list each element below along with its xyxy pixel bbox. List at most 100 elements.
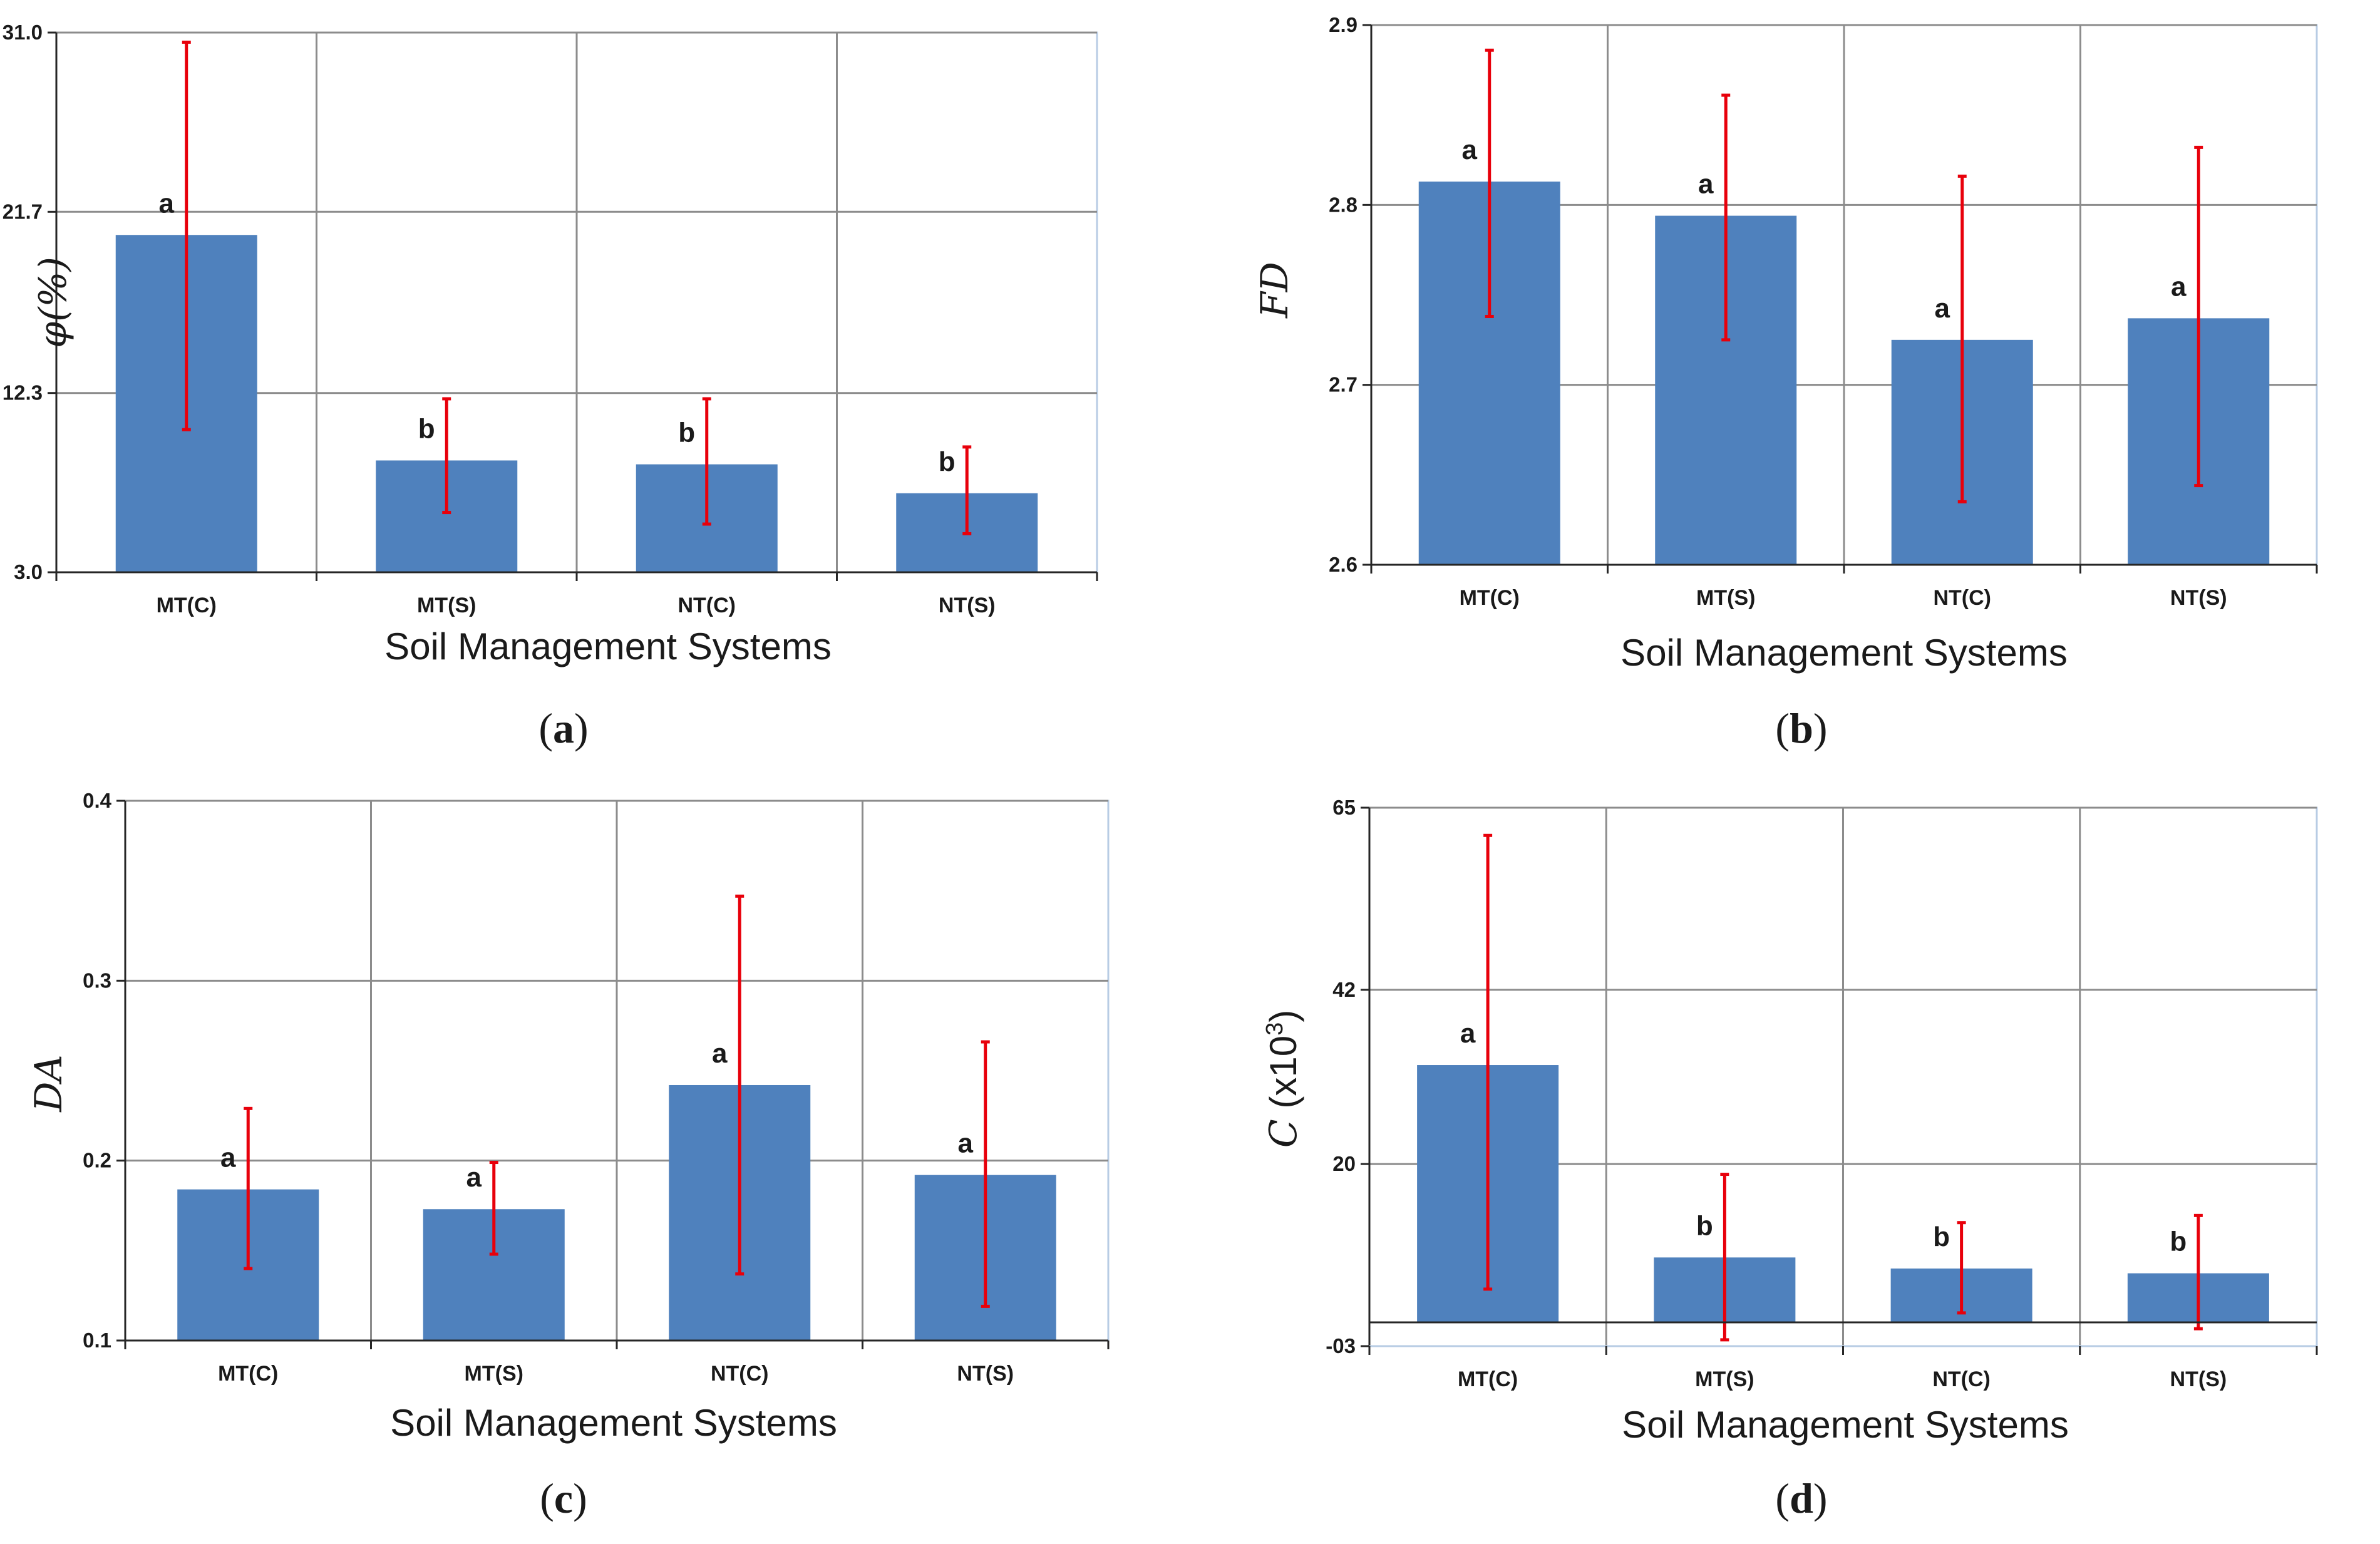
y-tick-labels: 0.1 0.2 0.3 0.4 bbox=[83, 789, 112, 1352]
error-bar-MT(C) bbox=[1485, 48, 1494, 318]
y-tick-label: 0.4 bbox=[83, 789, 112, 812]
significance-letter: b bbox=[418, 413, 435, 444]
x-tick-label: NT(C) bbox=[677, 594, 736, 617]
chart-panel-b: 2.6 2.7 2.8 2.9 MT(C) MT(S) NT(C) NT(S) a a a a S… bbox=[1253, 13, 2318, 752]
axis-lines bbox=[48, 31, 1098, 581]
y-tick-label: 31.0 bbox=[3, 21, 43, 44]
x-tick-label: MT(C) bbox=[218, 1362, 278, 1386]
x-axis-label: Soil Management Systems bbox=[1620, 632, 2068, 674]
error-bar-MT(C) bbox=[182, 40, 191, 431]
significance-letter: a bbox=[220, 1143, 236, 1173]
error-bar-NT(S) bbox=[981, 1040, 990, 1308]
significance-letter: b bbox=[2170, 1227, 2187, 1257]
y-tick-label: 2.6 bbox=[1329, 553, 1357, 576]
y-tick-labels: 3.0 12.3 21.7 31.0 bbox=[3, 21, 43, 584]
y-axis-label: φ(%) bbox=[31, 257, 75, 348]
error-bar-MT(C) bbox=[244, 1106, 253, 1270]
error-bar-MT(S) bbox=[442, 397, 451, 515]
axis-lines bbox=[1361, 806, 2318, 1355]
error-bar-NT(S) bbox=[2194, 145, 2203, 488]
gridlines bbox=[1369, 806, 2317, 1346]
panel-caption: (b) bbox=[1775, 704, 1827, 752]
x-tick-label: NT(C) bbox=[1932, 1367, 1991, 1391]
y-tick-label: 0.1 bbox=[83, 1329, 111, 1352]
significance-letter: b bbox=[1933, 1222, 1950, 1252]
error-bar-NT(C) bbox=[1957, 174, 1967, 503]
x-tick-labels: MT(C) MT(S) NT(C) NT(S) bbox=[157, 594, 996, 617]
chart-panel-d: -03 20 42 65 MT(C) MT(S) NT(C) NT(S) a b b b Soil… bbox=[1262, 796, 2318, 1522]
error-bars bbox=[1485, 48, 2203, 503]
y-tick-label: 20 bbox=[1332, 1152, 1356, 1175]
x-tick-labels: MT(C) MT(S) NT(C) NT(S) bbox=[1458, 1367, 2227, 1391]
error-bars bbox=[182, 40, 972, 535]
error-bar-NT(S) bbox=[2193, 1213, 2203, 1330]
x-tick-label: MT(C) bbox=[1460, 586, 1520, 610]
axis-lines bbox=[1363, 24, 2318, 574]
error-bar-MT(S) bbox=[1720, 1173, 1729, 1342]
y-tick-label: 3.0 bbox=[14, 560, 43, 584]
x-axis-label: Soil Management Systems bbox=[1622, 1404, 2069, 1446]
x-tick-label: NT(C) bbox=[1933, 586, 1991, 610]
y-tick-label: 65 bbox=[1332, 796, 1356, 819]
significance-letter: a bbox=[1935, 293, 1950, 324]
x-tick-label: MT(S) bbox=[1695, 1367, 1754, 1391]
panel-caption: (a) bbox=[538, 704, 588, 752]
error-bar-MT(S) bbox=[489, 1161, 498, 1256]
significance-letter: a bbox=[958, 1128, 974, 1159]
significance-letter: b bbox=[1696, 1210, 1713, 1241]
y-tick-label: 0.3 bbox=[83, 969, 111, 992]
significance-letter: a bbox=[1698, 169, 1714, 200]
error-bars bbox=[1483, 833, 2203, 1342]
y-axis-label: DA bbox=[27, 1054, 71, 1112]
x-tick-labels: MT(C) MT(S) NT(C) NT(S) bbox=[1460, 586, 2227, 610]
chart-panel-c: 0.1 0.2 0.3 0.4 MT(C) MT(S) NT(C) NT(S) a a a a S… bbox=[27, 789, 1110, 1522]
significance-letter: a bbox=[1460, 1018, 1476, 1049]
x-tick-label: NT(S) bbox=[957, 1362, 1014, 1386]
x-tick-label: MT(C) bbox=[157, 594, 217, 617]
x-tick-label: MT(S) bbox=[465, 1362, 523, 1386]
significance-letter: b bbox=[939, 446, 956, 477]
y-tick-label: 2.9 bbox=[1329, 13, 1357, 36]
significance-letter: a bbox=[2171, 271, 2187, 302]
x-tick-label: NT(S) bbox=[939, 594, 996, 617]
x-axis-label: Soil Management Systems bbox=[390, 1402, 837, 1444]
significance-letters: a b b b bbox=[159, 188, 956, 477]
y-tick-labels: 2.6 2.7 2.8 2.9 bbox=[1329, 13, 1357, 576]
y-tick-labels: -03 20 42 65 bbox=[1326, 796, 1356, 1357]
panel-caption: (c) bbox=[540, 1475, 587, 1522]
x-tick-label: NT(C) bbox=[711, 1362, 769, 1386]
significance-letter: b bbox=[678, 418, 695, 448]
chart-panel-a: 3.0 12.3 21.7 31.0 MT(C) MT(S) NT(C) NT(S) a b b… bbox=[3, 21, 1098, 752]
error-bar-MT(S) bbox=[1721, 93, 1731, 342]
axis-lines bbox=[116, 800, 1110, 1349]
y-tick-label: -03 bbox=[1326, 1334, 1356, 1357]
significance-letters: a a a a bbox=[220, 1038, 974, 1193]
gridlines bbox=[125, 800, 1108, 1341]
significance-letters: a a a a bbox=[1462, 135, 2187, 324]
x-tick-label: MT(S) bbox=[417, 594, 476, 617]
significance-letter: a bbox=[466, 1162, 482, 1193]
error-bar-NT(C) bbox=[702, 397, 711, 526]
y-tick-label: 21.7 bbox=[3, 200, 43, 223]
error-bar-MT(C) bbox=[1483, 833, 1493, 1291]
error-bar-NT(C) bbox=[735, 894, 744, 1276]
error-bars bbox=[244, 894, 990, 1308]
significance-letter: a bbox=[712, 1038, 728, 1069]
significance-letters: a b b b bbox=[1460, 1018, 2187, 1257]
y-tick-label: 42 bbox=[1332, 978, 1356, 1001]
y-axis-label: C (x103) bbox=[1262, 1010, 1306, 1148]
significance-letter: a bbox=[159, 188, 175, 219]
x-tick-label: NT(S) bbox=[2170, 586, 2227, 610]
y-tick-label: 2.7 bbox=[1329, 373, 1357, 396]
x-tick-label: MT(C) bbox=[1458, 1367, 1518, 1391]
error-bar-NT(S) bbox=[962, 445, 972, 535]
y-tick-label: 2.8 bbox=[1329, 193, 1357, 216]
x-tick-label: MT(S) bbox=[1696, 586, 1755, 610]
panel-caption: (d) bbox=[1775, 1475, 1827, 1522]
significance-letter: a bbox=[1462, 135, 1478, 165]
x-tick-label: NT(S) bbox=[2170, 1367, 2227, 1391]
y-tick-label: 12.3 bbox=[3, 381, 43, 404]
error-bar-NT(C) bbox=[1957, 1221, 1966, 1315]
y-tick-label: 0.2 bbox=[83, 1149, 111, 1172]
x-axis-label: Soil Management Systems bbox=[384, 625, 832, 667]
